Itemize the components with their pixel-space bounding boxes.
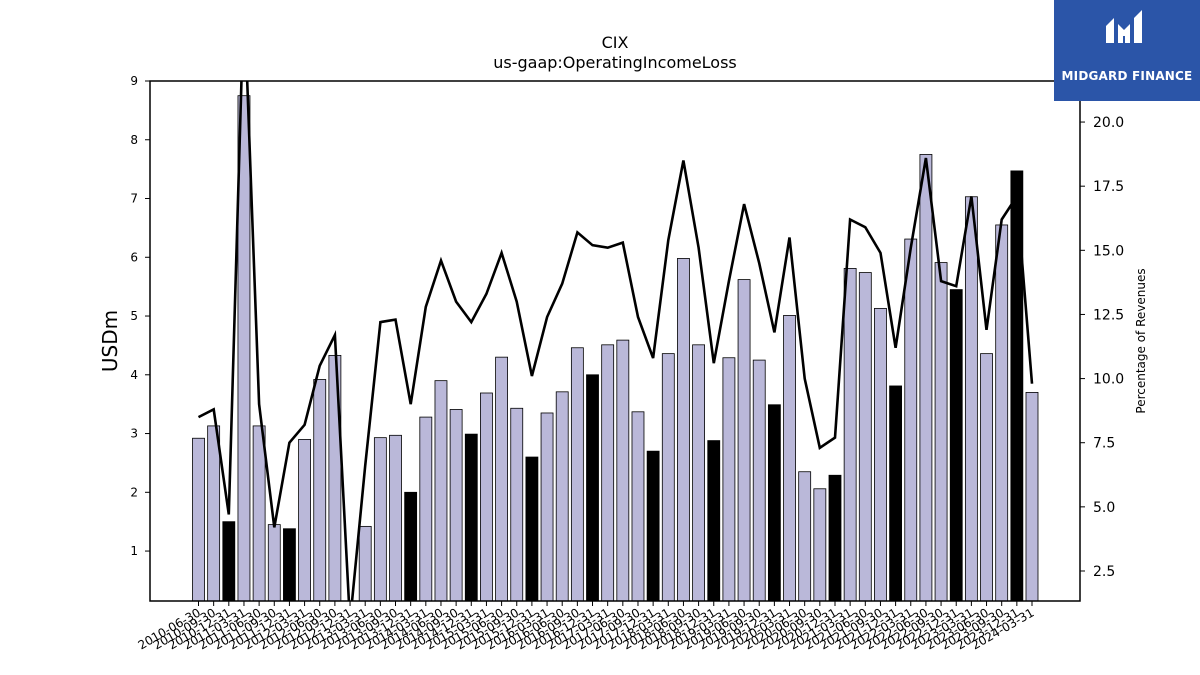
x-axis: 2010-06-302010-09-302010-12-312011-03-31… [136,601,1037,652]
logo-text: MIDGARD FINANCE [1061,69,1193,83]
bar [555,391,569,602]
bar [525,456,539,602]
y2-tick-label: 15.0 [1093,243,1124,259]
bar [661,353,675,602]
bar [919,154,933,602]
bar [1025,392,1039,602]
bar [389,434,402,602]
y2-tick-label: 7.5 [1093,436,1115,452]
bar [843,268,857,602]
bar [570,347,584,602]
y2-axis-label: Percentage of Revenues [1134,268,1148,413]
bar [419,416,433,602]
bar [464,433,478,602]
y2-tick-label: 10.0 [1093,372,1124,388]
bar [980,353,993,602]
bar [192,437,205,602]
bar [677,258,690,602]
line-series [197,81,1034,601]
bar [707,440,721,602]
y-tick-label: 7 [130,192,138,206]
bar [722,357,736,602]
bar [252,425,266,602]
y-tick-label: 4 [130,368,138,382]
y-tick-label: 9 [130,74,138,88]
bar-series [192,95,1039,602]
bar [752,359,766,602]
bar [601,344,615,602]
bar [646,450,660,602]
y-tick-label: 3 [130,427,138,441]
y-tick-label: 5 [130,309,138,323]
bar [904,238,918,602]
bar [540,412,554,602]
bar [813,488,827,602]
bar [313,379,327,602]
bar [222,521,236,602]
bar [207,425,221,602]
bar [783,315,796,602]
bar [404,491,418,602]
y-tick-label: 8 [130,133,138,147]
bar [495,356,508,602]
bar [798,471,812,602]
bar [616,339,630,602]
bar [283,528,296,602]
bar [449,409,463,602]
chart-title: CIX [601,33,629,52]
bar [889,385,903,602]
brand-logo: MIDGARD FINANCE [1054,0,1200,101]
bar [434,380,448,602]
right-axis: 2.5 5.0 7.5 10.0 12.5 15.0 17.5 20.0 [1080,115,1124,580]
bar [767,404,781,602]
y2-tick-label: 20.0 [1093,115,1124,131]
y-tick-label: 6 [130,250,138,264]
bar [934,262,948,602]
y2-tick-label: 12.5 [1093,307,1124,323]
bar [373,437,387,602]
bar [586,374,599,602]
left-axis: 1 2 3 4 5 6 7 8 9 [130,74,150,558]
y2-tick-label: 5.0 [1093,500,1115,516]
bar [510,407,524,602]
y-axis-label: USDm [98,310,122,372]
percentage-line [197,81,1034,601]
logo-mark-icon [1106,10,1142,43]
bar [480,392,493,602]
bar [358,525,372,602]
bar [631,411,645,602]
chart-subtitle: us-gaap:OperatingIncomeLoss [493,53,737,72]
y-tick-label: 1 [130,544,138,558]
bar [737,279,751,602]
bar [858,272,872,602]
bar [267,524,281,602]
y2-tick-label: 2.5 [1093,564,1115,580]
bar [692,344,705,602]
bar [995,224,1009,602]
bar [964,196,978,602]
y-tick-label: 2 [130,485,138,499]
y2-tick-label: 17.5 [1093,179,1124,195]
bar [828,474,842,602]
bar [874,307,887,602]
bar [298,439,311,602]
plot-frame [149,80,1081,602]
bar [949,289,963,602]
